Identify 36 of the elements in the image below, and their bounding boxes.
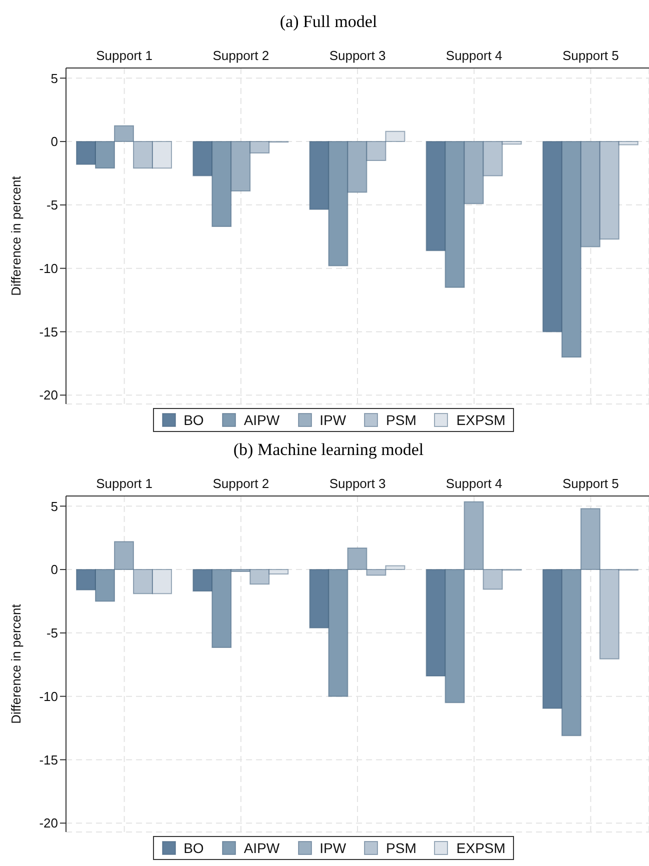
- y-axis-title: Difference in percent: [8, 176, 24, 296]
- chart-title: (b) Machine learning model: [232, 439, 425, 461]
- y-tick-label: 5: [50, 70, 58, 86]
- legend-label: IPW: [320, 840, 346, 856]
- legend-label: BO: [184, 412, 204, 428]
- legend-label: AIPW: [244, 412, 280, 428]
- x-tick-label: Support 4: [446, 476, 502, 491]
- x-tick-label: Support 1: [96, 476, 152, 491]
- chart-title: (a) Full model: [278, 11, 378, 33]
- y-tick-label: -15: [39, 324, 58, 340]
- x-tick-label: Support 2: [212, 48, 270, 63]
- y-tick-label: -15: [39, 752, 58, 768]
- legend-label: AIPW: [244, 840, 280, 856]
- y-tick-label: -20: [39, 388, 58, 403]
- y-tick-label: -10: [39, 688, 58, 704]
- legend-label: BO: [184, 840, 204, 856]
- legend-label: EXPSM: [456, 412, 506, 428]
- y-tick-label: 5: [50, 498, 58, 514]
- x-tick-label: Support 1: [96, 48, 152, 63]
- y-tick-label: -5: [46, 198, 58, 213]
- y-tick-label: -5: [46, 626, 58, 641]
- y-tick-label: -10: [39, 260, 58, 276]
- x-tick-label: Support 5: [562, 476, 619, 491]
- y-tick-label: 0: [50, 134, 58, 150]
- x-tick-label: Support 4: [446, 48, 502, 63]
- x-tick-label: Support 5: [562, 48, 619, 63]
- y-tick-label: 0: [50, 562, 58, 578]
- legend-label: PSM: [386, 840, 416, 856]
- x-tick-label: Support 3: [329, 48, 386, 63]
- legend-label: EXPSM: [456, 840, 506, 856]
- y-tick-label: -20: [39, 816, 58, 831]
- y-axis-title: Difference in percent: [8, 604, 24, 724]
- x-tick-label: Support 2: [212, 476, 270, 491]
- legend-label: IPW: [320, 412, 346, 428]
- x-tick-label: Support 3: [329, 476, 386, 491]
- legend-label: PSM: [386, 412, 416, 428]
